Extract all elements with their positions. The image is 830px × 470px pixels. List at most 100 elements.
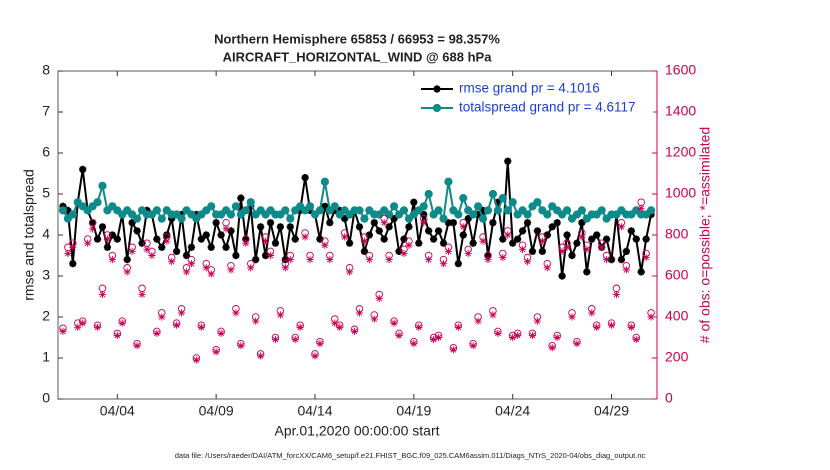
legend-box (414, 76, 654, 128)
point (558, 247, 566, 255)
point (93, 235, 102, 243)
point (602, 235, 611, 243)
point (118, 319, 126, 327)
point (153, 235, 161, 243)
point (538, 237, 546, 245)
point (478, 214, 488, 223)
point (543, 231, 551, 239)
point (113, 331, 121, 340)
point (261, 251, 270, 260)
point (153, 329, 161, 337)
point (568, 313, 576, 321)
point (227, 227, 235, 235)
point (163, 231, 171, 239)
x-tick-label: 04/19 (396, 403, 431, 419)
legend-text: totalspread grand pr = 4.6117 (459, 100, 636, 115)
point (143, 245, 151, 253)
y2-tick-label: 1000 (665, 185, 696, 201)
point (192, 210, 200, 219)
point (410, 198, 418, 206)
chart-subtitle: AIRCRAFT_HORIZONTAL_WIND @ 688 hPa (223, 49, 493, 64)
point (449, 346, 457, 354)
point (523, 258, 532, 266)
point (271, 239, 280, 247)
legend-marker (432, 103, 442, 113)
point (632, 335, 640, 344)
x-axis-label: Apr.01,2020 00:00:00 start (274, 423, 439, 439)
point (622, 266, 630, 274)
point (533, 227, 541, 235)
y-tick-label: 5 (42, 185, 50, 201)
y-tick-label: 2 (42, 308, 50, 324)
point (187, 243, 196, 251)
point (330, 202, 339, 211)
point (157, 214, 166, 223)
point (138, 290, 146, 299)
point (370, 315, 378, 323)
y-tick-label: 0 (42, 390, 50, 406)
point (182, 268, 191, 276)
point (385, 256, 393, 264)
point (266, 219, 275, 227)
point (479, 206, 487, 214)
y-tick-label: 4 (42, 226, 50, 242)
point (316, 340, 324, 348)
point (459, 231, 467, 239)
point (316, 235, 324, 243)
point (558, 272, 566, 280)
point (286, 223, 294, 231)
point (88, 219, 97, 227)
point (158, 313, 166, 321)
point (425, 256, 433, 264)
point (469, 342, 477, 350)
point (588, 235, 596, 243)
point (380, 219, 388, 227)
x-tick-label: 04/29 (594, 403, 629, 419)
point (58, 206, 68, 215)
point (637, 204, 645, 212)
point (434, 227, 443, 235)
point (370, 219, 378, 227)
point (469, 210, 478, 219)
point (375, 227, 383, 235)
point (553, 219, 561, 227)
point (499, 235, 507, 243)
point (365, 231, 373, 239)
point (503, 206, 512, 215)
legend-text: rmse grand pr = 4.1016 (459, 81, 600, 96)
point (479, 237, 487, 245)
point (281, 256, 289, 264)
y2-tick-label: 0 (665, 390, 673, 406)
point (133, 342, 141, 350)
point (286, 256, 294, 264)
y-tick-label: 8 (42, 62, 50, 78)
point (237, 194, 245, 202)
point (69, 260, 77, 268)
point (360, 214, 369, 223)
point (459, 194, 468, 203)
point (305, 202, 315, 211)
point (509, 333, 517, 342)
point (420, 219, 428, 227)
point (123, 268, 131, 276)
point (108, 231, 116, 239)
point (207, 243, 215, 251)
chart-title: Northern Hemisphere 65853 / 66953 = 98.3… (214, 31, 500, 46)
point (276, 311, 285, 319)
point (430, 235, 438, 243)
point (326, 219, 334, 227)
point (504, 231, 512, 239)
point (419, 202, 428, 211)
point (247, 264, 255, 272)
point (607, 321, 616, 329)
point (315, 206, 325, 215)
point (499, 253, 507, 262)
point (607, 256, 616, 264)
point (444, 177, 453, 186)
point (69, 243, 77, 251)
y2-axis-label: # of obs: o=possible; *=assimilated (697, 127, 713, 343)
point (390, 319, 398, 327)
point (647, 210, 655, 219)
point (326, 256, 334, 264)
point (420, 210, 428, 219)
